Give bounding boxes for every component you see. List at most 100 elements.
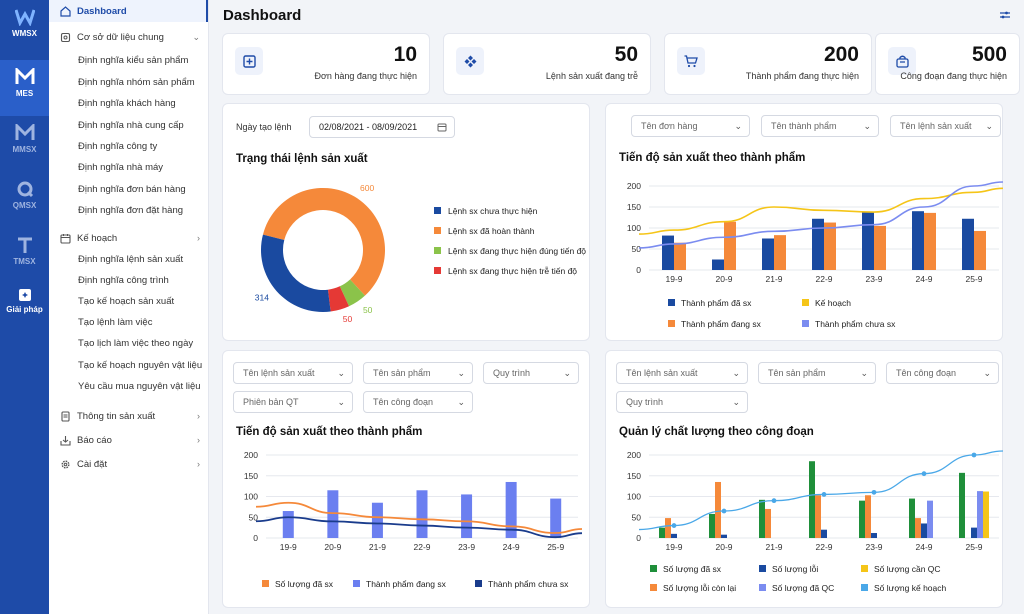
bar (912, 211, 924, 270)
sidebar-group-label: Cài đặt (77, 458, 108, 470)
legend-swatch (262, 580, 269, 587)
card-title: Trạng thái lệnh sản xuất (236, 153, 368, 165)
sidebar-group-plan[interactable]: Kế hoạch › (49, 227, 208, 249)
sidebar-subitem[interactable]: Định nghĩa nhóm sản phẩm (78, 77, 195, 88)
donut-slice (339, 279, 365, 307)
legend-label: Lệnh sx chưa thực hiện (448, 206, 538, 216)
chevron-down-icon: ⌄ (860, 368, 868, 378)
series-line (638, 187, 1004, 235)
bar (874, 225, 886, 270)
product-name-select[interactable]: Tên thành phẩm ⌄ (761, 115, 879, 137)
sidebar-group-label: Báo cáo (77, 434, 112, 446)
rail-label: TMSX (13, 257, 36, 266)
y-tick-label: 200 (244, 450, 258, 460)
legend-swatch (802, 299, 809, 306)
sidebar-subitem[interactable]: Tạo lịch làm việc theo ngày (78, 338, 194, 349)
sidebar-group-production-info[interactable]: Thông tin sản xuất › (49, 405, 208, 427)
rail-item-solutions[interactable]: Giải pháp (0, 280, 49, 336)
bar (812, 218, 824, 270)
bar (416, 490, 428, 538)
legend-swatch (434, 247, 441, 254)
series-point (921, 471, 927, 477)
bar (759, 499, 765, 538)
bar (674, 242, 686, 270)
sidebar-subitem[interactable]: Định nghĩa nhà máy (78, 162, 164, 173)
process-version-select[interactable]: Phiên bản QT ⌄ (233, 391, 353, 413)
sidebar-subitem[interactable]: Định nghĩa lệnh sản xuất (78, 254, 184, 265)
x-tick-label: 24-9 (915, 542, 932, 552)
product-select[interactable]: Tên sản phẩm ⌄ (758, 362, 876, 384)
y-tick-label: 100 (627, 492, 641, 502)
y-tick-label: 50 (632, 512, 642, 522)
kpi-card-products: 200 Thành phẩm đang thực hiện (664, 33, 872, 95)
sidebar-subitem[interactable]: Tạo kế hoạch nguyên vật liệu (78, 360, 203, 371)
stage-select[interactable]: Tên công đoạn ⌄ (886, 362, 999, 384)
rail-item-mes[interactable]: MES (0, 60, 49, 116)
x-tick-label: 19-9 (665, 274, 682, 284)
progress-card: Tên đơn hàng ⌄ Tên thành phẩm ⌄ Tên lệnh s… (605, 103, 1004, 341)
sidebar-subitem[interactable]: Định nghĩa công trình (78, 275, 169, 286)
solution-icon (18, 289, 31, 301)
progress2-chart: 0 50 100 150 200 19-9 20-9 21-9 22-9 23-9 24-9 25-9… (244, 450, 583, 589)
kpi-value: 10 (393, 43, 417, 66)
sidebar-group-reports[interactable]: Báo cáo › (49, 429, 208, 451)
rail-item-mmsx[interactable]: MMSX (0, 116, 49, 172)
chevron-down-icon: ⌄ (337, 397, 345, 407)
sidebar-group-settings[interactable]: Cài đặt › (49, 453, 208, 475)
sidebar-subitem[interactable]: Định nghĩa khách hàng (78, 98, 176, 109)
rail-label: WMSX (12, 29, 37, 38)
sidebar-subitem[interactable]: Định nghĩa nhà cung cấp (78, 120, 184, 131)
order-id-select[interactable]: Tên lệnh sản xuất ⌄ (890, 115, 1001, 137)
order-name-select[interactable]: Tên đơn hàng ⌄ (631, 115, 750, 137)
legend-swatch (434, 207, 441, 214)
select-value: Tên sản phẩm (373, 368, 431, 378)
donut-data-label: 50 (363, 305, 373, 315)
sidebar-subitem[interactable]: Định nghĩa đơn bán hàng (78, 184, 186, 195)
donut-data-label: 314 (255, 293, 269, 303)
main-content: Dashboard 10 Đơn hàng đang thực hiện 50 … (210, 0, 1024, 614)
stage-select[interactable]: Tên công đoạn ⌄ (363, 391, 473, 413)
rail-label: MES (15, 89, 34, 98)
quality-card: Tên lệnh sản xuất ⌄ Tên sản phẩm ⌄ Tên côn… (605, 350, 1004, 608)
legend-label: Số lượng đã sx (275, 579, 334, 589)
chevron-down-icon: ⌄ (457, 368, 465, 378)
legend-swatch (475, 580, 482, 587)
bar (721, 534, 727, 538)
card-title: Quản lý chất lượng theo công đoạn (619, 426, 814, 438)
sidebar-subitem[interactable]: Tạo lệnh làm việc (78, 317, 153, 328)
bar (974, 230, 986, 270)
bar (909, 498, 915, 538)
sidebar-item-dashboard[interactable]: Dashboard (49, 0, 208, 22)
chevron-down-icon: ⌄ (732, 397, 740, 407)
legend-label: Thành phẩm chưa sx (815, 319, 896, 329)
bar (915, 518, 921, 538)
rail-item-tmsx[interactable]: TMSX (0, 228, 49, 284)
rail-item-qmsx[interactable]: QMSX (0, 172, 49, 228)
process-select[interactable]: Quy trình ⌄ (616, 391, 748, 413)
legend-swatch (650, 584, 657, 591)
sidebar-group-label: Cơ sở dữ liệu chung (77, 31, 164, 43)
select-value: Tên lệnh sản xuất (900, 121, 972, 131)
order-id-select[interactable]: Tên lệnh sản xuất ⌄ (616, 362, 748, 384)
y-tick-label: 100 (627, 223, 641, 233)
x-tick-label: 25-9 (965, 274, 982, 284)
product-select[interactable]: Tên sản phẩm ⌄ (363, 362, 473, 384)
sidebar-subitem[interactable]: Định nghĩa kiểu sản phẩm (78, 55, 189, 66)
filter-settings-button[interactable] (996, 6, 1014, 24)
chevron-down-icon: ⌄ (863, 121, 871, 131)
process-select[interactable]: Quy trình ⌄ (483, 362, 579, 384)
rail-item-wmsx[interactable]: WMSX (0, 0, 49, 56)
sidebar-subitem[interactable]: Tạo kế hoạch sản xuất (78, 296, 175, 307)
date-range-picker[interactable]: 02/08/2021 - 08/09/2021 (309, 116, 455, 138)
chevron-down-icon: ⌄ (732, 368, 740, 378)
rail-label: Giải pháp (6, 305, 43, 314)
sidebar-group-master-data[interactable]: Cơ sở dữ liệu chung ⌄ (49, 26, 208, 48)
order-id-select[interactable]: Tên lệnh sản xuất ⌄ (233, 362, 353, 384)
bar (659, 527, 665, 538)
progress2-card: Tên lệnh sản xuất ⌄ Tên sản phẩm ⌄ Quy trì… (222, 350, 590, 608)
sidebar-subitem[interactable]: Yêu cầu mua nguyên vật liệu (78, 381, 201, 392)
sidebar-subitem[interactable]: Định nghĩa công ty (78, 141, 158, 152)
chevron-down-icon: ⌄ (192, 31, 200, 42)
sidebar-subitem[interactable]: Định nghĩa đơn đặt hàng (78, 205, 184, 216)
home-icon (59, 5, 71, 17)
